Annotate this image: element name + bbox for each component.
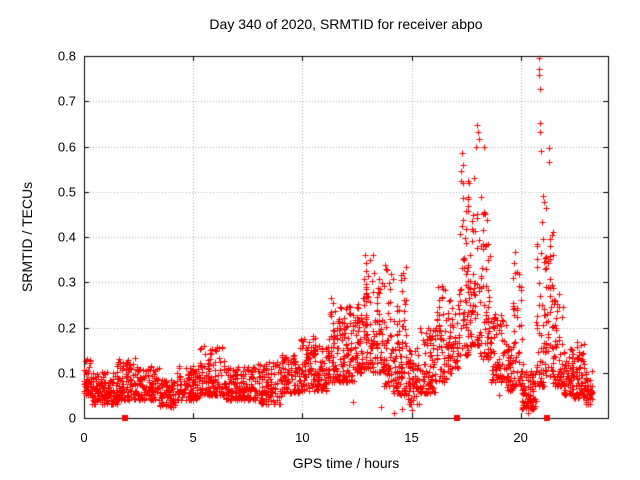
x-tick-label: 15 — [404, 430, 419, 445]
chart-title: Day 340 of 2020, SRMTID for receiver abp… — [209, 16, 483, 32]
y-tick-label: 0.4 — [57, 229, 76, 245]
y-tick-label: 0.5 — [57, 184, 76, 200]
y-tick-label: 0.2 — [57, 320, 76, 335]
y-tick-label: 0.1 — [57, 365, 76, 381]
y-tick-label: 0.6 — [57, 139, 76, 154]
y-axis-label: SRMTID / TECUs — [19, 181, 35, 293]
y-tick-label: 0.3 — [57, 274, 76, 290]
y-tick-label: 0.7 — [57, 93, 76, 109]
x-axis-label: GPS time / hours — [292, 455, 400, 471]
x-tick-label: 5 — [189, 430, 197, 445]
x-tick-label: 10 — [295, 430, 310, 445]
y-tick-label: 0 — [68, 410, 76, 426]
y-tick-label: 0.8 — [57, 48, 76, 64]
x-tick-label: 0 — [80, 430, 88, 445]
x-tick-label: 20 — [513, 430, 528, 445]
